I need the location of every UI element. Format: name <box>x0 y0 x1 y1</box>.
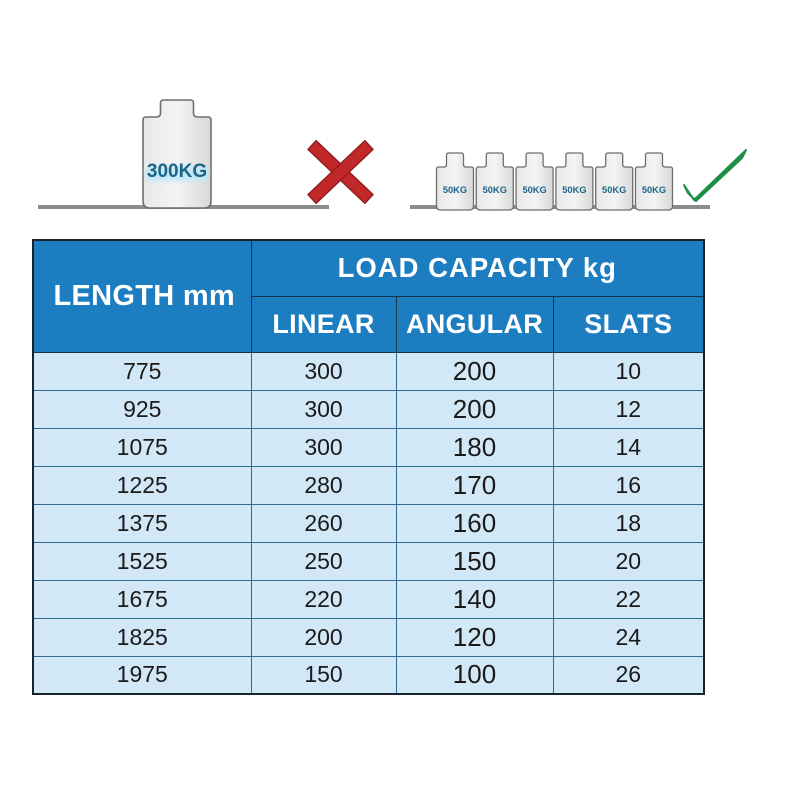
svg-text:50KG: 50KG <box>483 185 507 195</box>
svg-text:50KG: 50KG <box>562 185 586 195</box>
svg-text:50KG: 50KG <box>602 185 626 195</box>
svg-text:50KG: 50KG <box>642 185 666 195</box>
svg-text:50KG: 50KG <box>443 185 467 195</box>
svg-text:50KG: 50KG <box>522 185 546 195</box>
svg-text:300KG: 300KG <box>147 161 207 182</box>
